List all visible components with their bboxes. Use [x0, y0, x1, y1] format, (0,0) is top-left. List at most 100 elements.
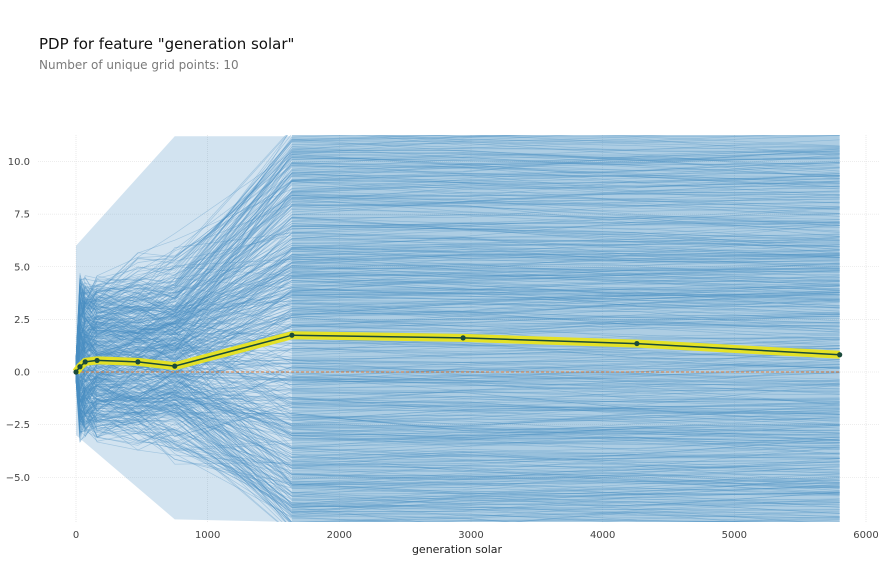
ice-line	[75, 374, 840, 441]
ice-line	[75, 316, 840, 371]
ice-line	[75, 279, 840, 368]
ice-line	[75, 315, 840, 403]
ice-line	[75, 274, 840, 368]
ice-line	[75, 191, 840, 364]
ice-line	[75, 374, 840, 454]
pdp-line-group	[72, 331, 843, 375]
ice-line	[75, 378, 840, 512]
ice-line	[75, 379, 296, 522]
ice-line	[75, 371, 840, 408]
ice-line	[75, 135, 840, 361]
ice-line	[75, 253, 840, 367]
ice-line	[75, 372, 840, 429]
ice-line	[75, 161, 840, 363]
ice-line	[75, 300, 840, 374]
ice-line	[75, 299, 840, 370]
ice-line	[75, 196, 840, 364]
ice-line	[75, 135, 437, 361]
ice-line	[75, 375, 840, 437]
ice-line	[75, 376, 840, 489]
ice-line	[75, 377, 840, 487]
ice-line	[75, 254, 840, 367]
ice-line	[75, 193, 840, 364]
ice-line	[75, 322, 840, 370]
ice-line	[75, 181, 840, 363]
ice-line	[75, 249, 840, 367]
ice-line	[75, 378, 840, 504]
ice-line	[75, 377, 840, 481]
ice-line	[75, 374, 840, 427]
ice-line	[75, 181, 840, 364]
ice-line	[75, 306, 840, 369]
ice-line	[75, 295, 840, 369]
ice-line	[75, 175, 840, 363]
ice-line	[75, 376, 840, 495]
ice-line	[75, 331, 840, 450]
ice-line	[75, 192, 840, 364]
ice-line	[75, 195, 840, 364]
ice-line	[75, 267, 840, 367]
ice-line	[75, 166, 840, 362]
ice-line	[75, 375, 840, 454]
ice-line	[75, 135, 292, 360]
ice-line	[75, 153, 840, 362]
ice-line	[75, 179, 840, 363]
ice-line	[75, 376, 840, 465]
ice-line	[75, 290, 840, 369]
ice-line	[75, 368, 840, 401]
ice-line	[75, 222, 840, 366]
ice-line	[75, 269, 840, 368]
ice-line	[75, 254, 840, 367]
x-tick-label: 2000	[327, 530, 352, 541]
ice-line	[75, 379, 279, 522]
ice-line	[75, 379, 840, 522]
ice-line	[75, 269, 840, 384]
ice-line	[75, 266, 840, 368]
ice-line	[75, 292, 840, 369]
ice-line	[75, 151, 840, 362]
ice-line	[75, 136, 840, 361]
ice-line	[75, 374, 840, 445]
ice-line	[75, 222, 840, 366]
ice-line	[75, 342, 840, 449]
ice-line	[75, 193, 840, 364]
ice-line	[75, 288, 840, 370]
ice-line	[75, 375, 840, 511]
ice-line	[75, 281, 840, 368]
ice-line	[75, 138, 840, 361]
ice-line	[75, 135, 521, 361]
ice-line	[75, 154, 840, 362]
ice-line	[75, 348, 840, 385]
ice-line	[75, 172, 840, 363]
ice-line	[75, 378, 840, 497]
ice-line	[75, 376, 840, 471]
ice-line	[75, 163, 840, 362]
ice-line	[75, 206, 840, 365]
ice-line	[75, 379, 840, 519]
ice-line	[75, 376, 840, 469]
ice-line	[75, 374, 840, 434]
ice-line	[75, 379, 286, 522]
ice-line	[75, 302, 840, 369]
ice-line	[75, 378, 840, 514]
ice-density	[76, 136, 292, 522]
ice-line	[75, 281, 840, 369]
ice-line	[75, 374, 840, 449]
ice-line	[75, 223, 840, 365]
ice-line	[75, 331, 840, 409]
ice-line	[75, 379, 840, 522]
ice-line	[75, 377, 840, 484]
ice-line	[75, 237, 840, 366]
ice-line	[75, 191, 840, 364]
ice-line	[75, 375, 840, 445]
ice-line	[75, 177, 840, 363]
ice-line	[75, 371, 840, 443]
ice-line	[75, 135, 840, 361]
ice-line	[75, 376, 840, 461]
ice-line	[75, 372, 840, 398]
ice-line	[75, 366, 840, 515]
ice-line	[75, 247, 840, 367]
ice-line	[75, 266, 840, 367]
ice-line	[75, 299, 840, 370]
ice-line	[75, 377, 840, 495]
